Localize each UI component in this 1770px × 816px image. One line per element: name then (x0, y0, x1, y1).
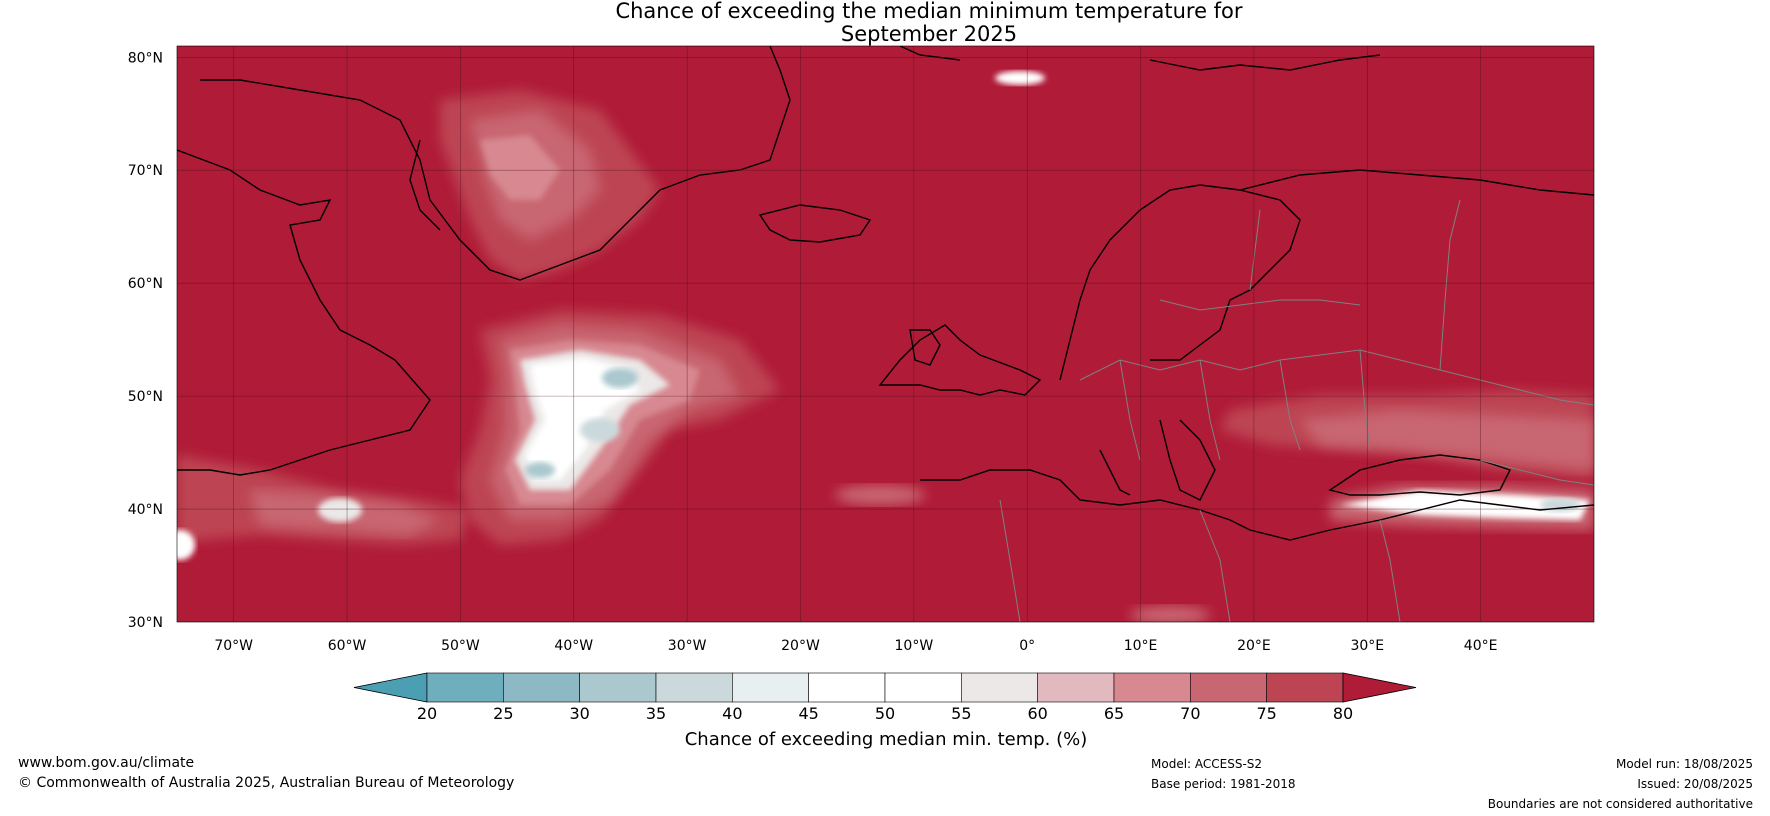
lat-label: 70°N (128, 163, 163, 179)
title-line-1: Chance of exceeding the median minimum t… (615, 0, 1243, 23)
coastlines (177, 46, 1594, 541)
colorbar-tick-label: 65 (1104, 704, 1124, 723)
anomaly-black-sea (1220, 390, 1594, 530)
footer-model-run: Model run: 18/08/2025 (1615, 757, 1753, 771)
lon-label: 20°E (1237, 638, 1271, 654)
colorbar-extend-high (1342, 672, 1417, 703)
colorbar-segment (426, 672, 504, 703)
anomaly-west-atlantic-band (177, 455, 470, 560)
colorbar-segment (1113, 672, 1191, 703)
title-line-2: September 2025 (840, 22, 1018, 46)
lat-label: 40°N (128, 502, 163, 518)
lon-label: 20°W (781, 638, 820, 654)
longitude-labels: 70°W 60°W 50°W 40°W 30°W 20°W 10°W 0° 10°E 20°E 30… (214, 638, 1497, 654)
lat-label: 80°N (128, 50, 163, 66)
lon-label: 10°W (895, 638, 934, 654)
lat-label: 60°N (128, 276, 163, 292)
footer-issued: Issued: 20/08/2025 (1637, 777, 1753, 791)
colorbar-title: Chance of exceeding median min. temp. (%… (684, 729, 1088, 750)
anomaly-north-atlantic (460, 310, 780, 545)
footer-base-period: Base period: 1981-2018 (1151, 777, 1296, 791)
colorbar-segment (961, 672, 1038, 703)
colorbar-tick-label: 30 (569, 704, 589, 723)
colorbar-segment (1037, 672, 1115, 703)
graticule (177, 46, 1594, 622)
anomaly-greenland (440, 90, 660, 280)
colorbar-tick-label: 55 (951, 704, 971, 723)
footer-website: www.bom.gov.au/climate (18, 755, 195, 771)
footer-disclaimer: Boundaries are not considered authoritat… (1487, 797, 1753, 811)
colorbar-tick-label: 80 (1333, 704, 1353, 723)
lon-label: 70°W (214, 638, 253, 654)
colorbar-tick-label: 50 (875, 704, 895, 723)
lon-label: 60°W (328, 638, 367, 654)
colorbar-tick-label: 20 (417, 704, 437, 723)
colorbar: 20 25 30 35 40 45 50 55 60 65 70 75 80 (353, 672, 1417, 723)
colorbar-segment (884, 672, 962, 703)
borders (999, 199, 1594, 622)
lat-label: 30°N (128, 615, 163, 631)
colorbar-tick-label: 45 (798, 704, 818, 723)
colorbar-segment (1190, 672, 1267, 703)
footer-model: Model: ACCESS-S2 (1151, 757, 1263, 771)
latitude-labels: 80°N 70°N 60°N 50°N 40°N 30°N (128, 50, 163, 631)
colorbar-tick-label: 70 (1180, 704, 1200, 723)
lon-label: 30°E (1350, 638, 1384, 654)
colorbar-tick-label: 25 (493, 704, 513, 723)
lat-label: 50°N (128, 389, 163, 405)
colorbar-extend-low (353, 672, 428, 703)
colorbar-segment (808, 672, 886, 703)
colorbar-tick-label: 40 (722, 704, 742, 723)
anomaly-north-africa (1130, 606, 1210, 622)
colorbar-segment (732, 672, 809, 703)
colorbar-segment (655, 672, 733, 703)
map-title: Chance of exceeding the median minimum t… (0, 0, 1770, 46)
lon-label: 10°E (1124, 638, 1158, 654)
colorbar-tick-label: 75 (1256, 704, 1276, 723)
footer-copyright: © Commonwealth of Australia 2025, Austra… (18, 775, 515, 791)
anomaly-iberia (835, 485, 925, 505)
colorbar-segment (1266, 672, 1344, 703)
lon-label: 40°E (1464, 638, 1498, 654)
lon-label: 50°W (441, 638, 480, 654)
lon-label: 30°W (668, 638, 707, 654)
colorbar-tick-label: 35 (646, 704, 666, 723)
anomaly-svalbard (995, 71, 1045, 85)
colorbar-segment (503, 672, 580, 703)
colorbar-segment (579, 672, 657, 703)
colorbar-tick-label: 60 (1027, 704, 1047, 723)
lon-label: 0° (1019, 638, 1035, 654)
lon-label: 40°W (554, 638, 593, 654)
